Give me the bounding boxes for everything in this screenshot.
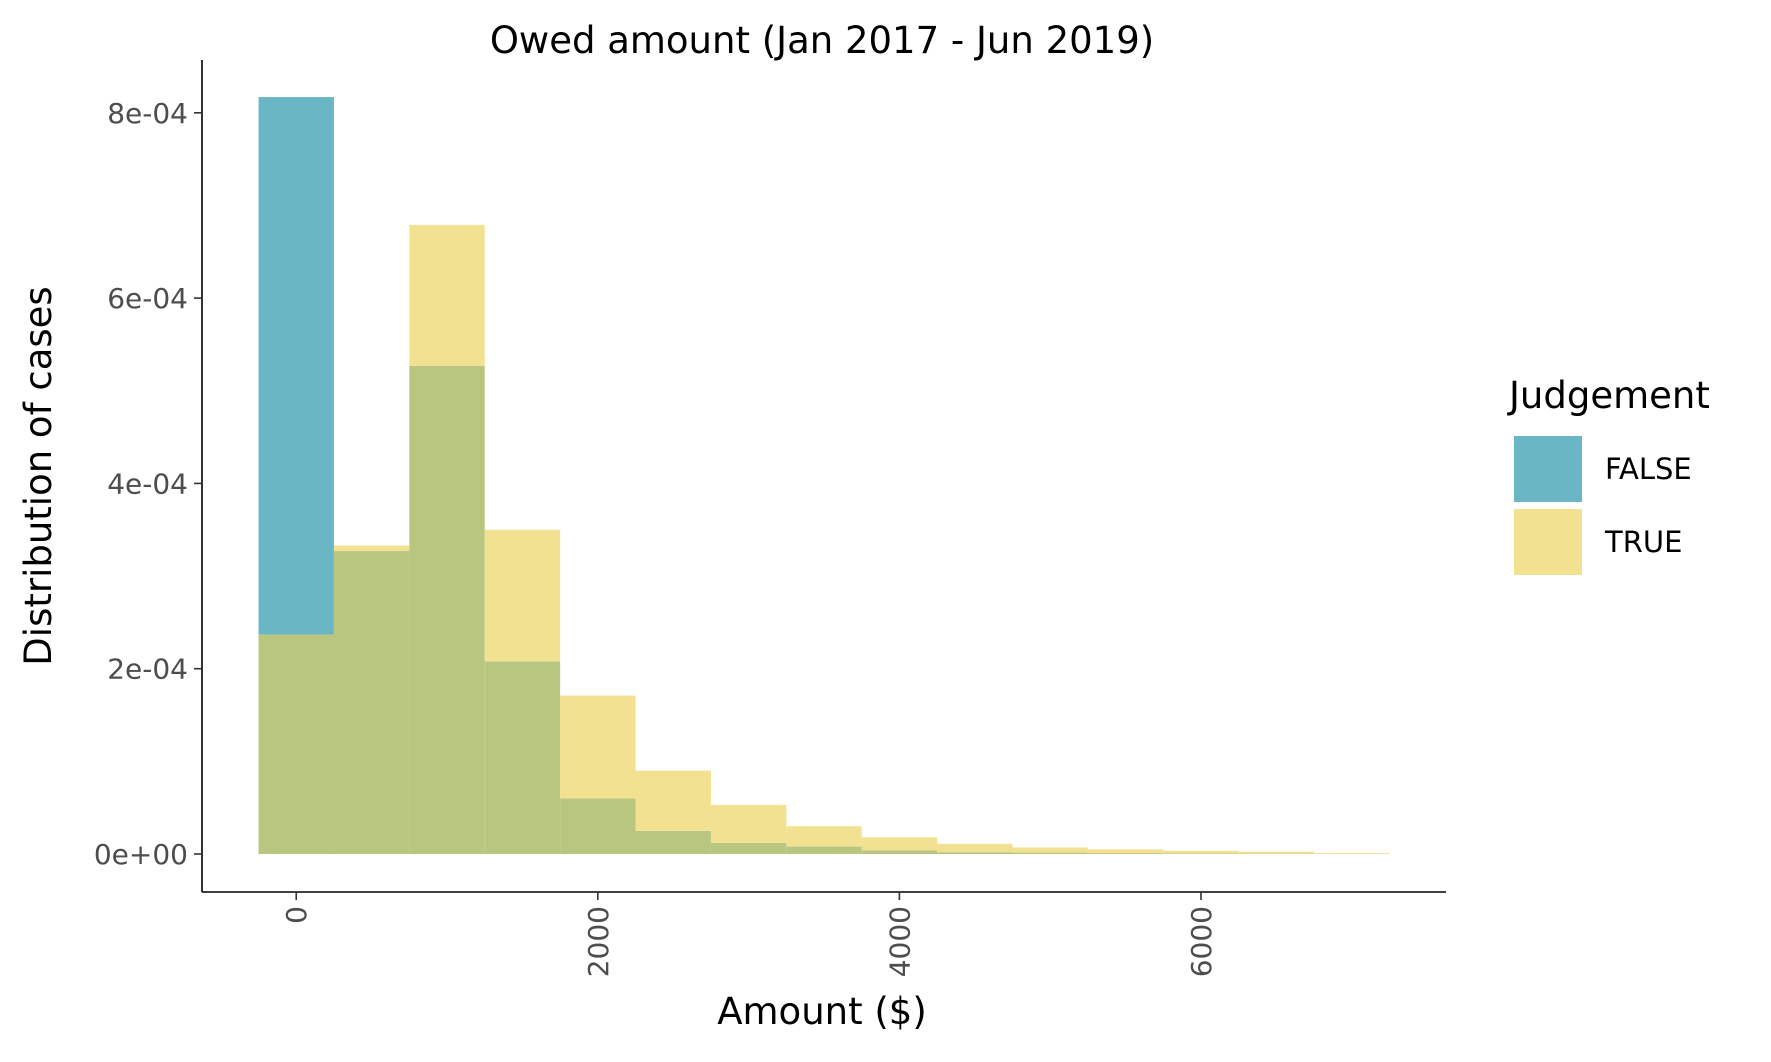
bar-true-bin-7 bbox=[786, 826, 862, 847]
bar-true-bin-8 bbox=[861, 837, 938, 851]
bar-true-bin-13 bbox=[1238, 851, 1315, 854]
legend: Judgement FALSE TRUE bbox=[1507, 374, 1710, 575]
y-tick-label: 6e-04 bbox=[107, 282, 188, 315]
bar-overlap-bin-5 bbox=[635, 830, 711, 855]
bar-true-bin-10 bbox=[1012, 847, 1088, 853]
x-tick-label: 2000 bbox=[582, 906, 615, 977]
legend-title: Judgement bbox=[1507, 374, 1710, 417]
x-tick-label: 4000 bbox=[883, 906, 916, 977]
bar-true-bin-5 bbox=[635, 770, 711, 831]
y-tick-label: 2e-04 bbox=[107, 653, 188, 686]
x-tick-label: 0 bbox=[280, 906, 313, 924]
bar-true-bin-9 bbox=[937, 843, 1013, 853]
y-tick-label: 8e-04 bbox=[107, 97, 188, 130]
bar-overlap-bin-3 bbox=[484, 661, 561, 855]
bars-layer bbox=[258, 97, 1390, 855]
bar-overlap-bin-6 bbox=[710, 842, 787, 855]
legend-label-true: TRUE bbox=[1604, 525, 1682, 559]
bar-true-bin-12 bbox=[1163, 850, 1239, 854]
legend-key-false bbox=[1514, 436, 1582, 502]
bar-overlap-bin-11 bbox=[1087, 853, 1164, 855]
bar-overlap-bin-0 bbox=[258, 634, 334, 855]
bar-overlap-bin-4 bbox=[560, 798, 636, 855]
bar-overlap-bin-9 bbox=[937, 852, 1013, 855]
bar-true-bin-3 bbox=[484, 529, 561, 662]
y-tick-label: 0e+00 bbox=[94, 838, 188, 871]
legend-key-true bbox=[1514, 509, 1582, 575]
bar-true-bin-1 bbox=[333, 545, 410, 552]
x-axis-title: Amount ($) bbox=[717, 990, 927, 1033]
y-tick-label: 4e-04 bbox=[107, 467, 188, 500]
chart-title: Owed amount (Jan 2017 - Jun 2019) bbox=[490, 19, 1154, 62]
bar-false-bin-0 bbox=[258, 97, 334, 635]
bar-true-bin-11 bbox=[1087, 849, 1164, 854]
bar-overlap-bin-1 bbox=[333, 551, 410, 855]
axes-layer: 0e+00 2e-04 4e-04 6e-04 8e-04 0 2000 4000 6000 bbox=[94, 60, 1446, 977]
bar-overlap-bin-12 bbox=[1163, 853, 1239, 855]
bar-overlap-bin-10 bbox=[1012, 852, 1088, 855]
bar-true-bin-6 bbox=[710, 804, 787, 843]
bar-overlap-bin-2 bbox=[409, 365, 485, 855]
bar-overlap-bin-7 bbox=[786, 846, 862, 855]
legend-items: FALSE TRUE bbox=[1514, 436, 1692, 575]
bar-true-bin-2 bbox=[409, 224, 485, 366]
y-axis-title: Distribution of cases bbox=[17, 286, 60, 665]
bar-true-bin-4 bbox=[560, 695, 636, 799]
x-tick-label: 6000 bbox=[1185, 906, 1218, 977]
legend-label-false: FALSE bbox=[1605, 452, 1692, 486]
bar-overlap-bin-8 bbox=[861, 850, 938, 855]
bar-true-bin-14 bbox=[1314, 853, 1390, 854]
